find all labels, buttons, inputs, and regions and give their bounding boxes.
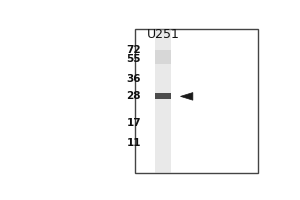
Text: 17: 17 bbox=[126, 118, 141, 128]
Text: 28: 28 bbox=[127, 91, 141, 101]
Text: 55: 55 bbox=[127, 54, 141, 64]
Text: 72: 72 bbox=[126, 45, 141, 55]
Bar bbox=[135, 29, 258, 173]
Text: 36: 36 bbox=[127, 74, 141, 84]
Polygon shape bbox=[181, 93, 193, 100]
Text: U251: U251 bbox=[147, 28, 179, 41]
Bar bbox=[155, 93, 171, 99]
Bar bbox=[155, 29, 171, 173]
Bar bbox=[155, 50, 171, 64]
Text: 11: 11 bbox=[127, 138, 141, 148]
